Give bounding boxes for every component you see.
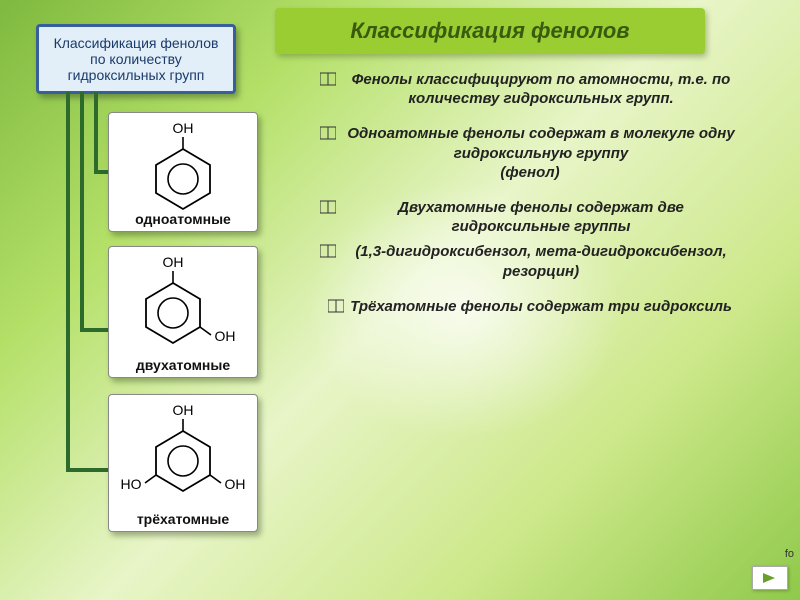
benzene-tri-icon: OH OH HO	[111, 401, 255, 511]
paragraph: Трёхатомные фенолы содержат три гидрокси…	[328, 297, 732, 316]
paragraph: Двухатомные фенолы содержат две гидрокси…	[320, 198, 740, 236]
book-icon	[328, 299, 344, 313]
para-sub: (фенол)	[500, 163, 559, 182]
para-text: Трёхатомные фенолы содержат три гидрокси…	[350, 297, 732, 316]
molecule-label: одноатомные	[135, 211, 231, 227]
benzene-mono-icon: OH	[138, 119, 228, 211]
connector-h2	[80, 328, 108, 332]
connector-h1	[94, 170, 108, 174]
svg-text:OH: OH	[225, 476, 246, 492]
classification-box: Классификация фенолов по количеству гидр…	[36, 24, 236, 94]
connector-h3	[66, 468, 108, 472]
molecule-label: трёхатомные	[137, 511, 229, 527]
paragraph: (1,3-дигидроксибензол, мета-дигидроксибе…	[320, 242, 740, 280]
book-icon	[320, 126, 336, 140]
book-icon	[320, 244, 336, 258]
para-text: (1,3-дигидроксибензол, мета-дигидроксибе…	[342, 242, 740, 280]
benzene-di-icon: OH OH	[123, 253, 243, 357]
paragraph: Фенолы классифицируют по атомности, т.е.…	[320, 70, 740, 108]
svg-text:OH: OH	[163, 254, 184, 270]
title-bar: Классификация фенолов	[275, 8, 705, 54]
molecule-card-tri: OH OH HO трёхатомные	[108, 394, 258, 532]
book-icon	[320, 72, 336, 86]
paragraph: Одноатомные фенолы содержат в молекуле о…	[320, 124, 740, 182]
svg-text:OH: OH	[215, 328, 236, 344]
svg-text:HO: HO	[121, 476, 142, 492]
para-text: Двухатомные фенолы содержат две гидрокси…	[342, 198, 740, 236]
content-column: Фенолы классифицируют по атомности, т.е.…	[320, 70, 740, 316]
classification-text: Классификация фенолов по количеству гидр…	[54, 35, 219, 83]
molecule-label: двухатомные	[136, 357, 230, 373]
title-text: Классификация фенолов	[350, 18, 629, 44]
connector-v2	[80, 92, 84, 330]
next-button[interactable]	[752, 566, 788, 590]
molecule-card-mono: OH одноатомные	[108, 112, 258, 232]
footer-text: fo	[785, 548, 794, 560]
molecule-card-di: OH OH двухатомные	[108, 246, 258, 378]
para-text: Фенолы классифицируют по атомности, т.е.…	[342, 70, 740, 108]
connector-v1	[66, 92, 70, 470]
svg-text:OH: OH	[173, 120, 194, 136]
para-text: Одноатомные фенолы содержат в молекуле о…	[342, 124, 740, 162]
svg-text:OH: OH	[173, 402, 194, 418]
connector-v3	[94, 92, 98, 172]
book-icon	[320, 200, 336, 214]
arrow-right-icon	[761, 571, 779, 585]
